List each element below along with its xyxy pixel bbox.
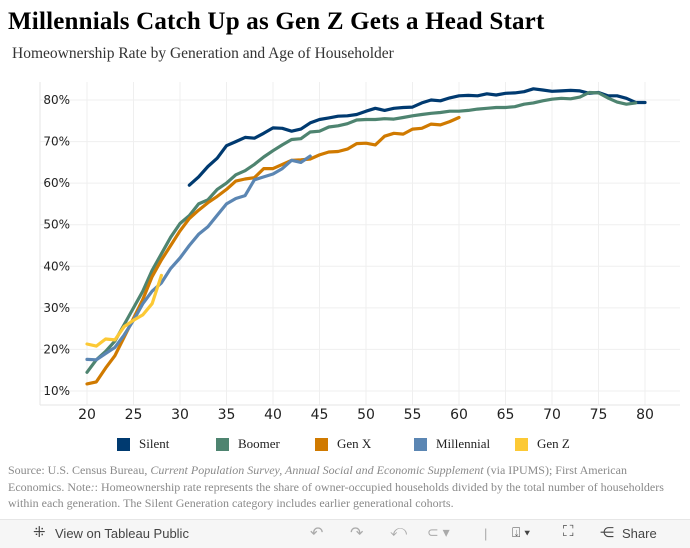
- revert-icon[interactable]: ⤺: [390, 523, 408, 540]
- y-tick-label: 80%: [43, 93, 70, 107]
- note-text: : Homeownership rate represents the shar…: [8, 479, 664, 511]
- note-italic: Current Population Survey, Annual Social…: [150, 463, 484, 477]
- x-tick-label: 65: [497, 407, 515, 423]
- legend-item-gen-x[interactable]: Gen X: [315, 436, 371, 452]
- legend-label: Gen Z: [537, 436, 570, 451]
- legend-label: Boomer: [238, 436, 280, 451]
- share-button[interactable]: Share: [622, 526, 657, 541]
- legend-label: Silent: [139, 436, 170, 451]
- legend-swatch: [315, 437, 328, 451]
- share-icon[interactable]: ⋲: [600, 524, 614, 540]
- x-tick-label: 25: [125, 407, 143, 423]
- y-tick-label: 50%: [43, 218, 70, 232]
- series-line-silent: [187, 87, 647, 187]
- x-tick-label: 50: [357, 407, 375, 423]
- legend-item-boomer[interactable]: Boomer: [216, 436, 280, 452]
- tableau-toolbar: ⁜ View on Tableau Public ↶ ↷ ⤺ ⊂ ▾ | ⍗ ▾…: [0, 519, 690, 548]
- y-tick-label: 70%: [43, 135, 70, 149]
- x-tick-label: 55: [404, 407, 422, 423]
- y-tick-label: 10%: [43, 384, 70, 398]
- y-tick-label: 60%: [43, 176, 70, 190]
- x-tick-label: 75: [590, 407, 608, 423]
- legend-swatch: [414, 437, 427, 451]
- chart-subtitle: Homeownership Rate by Generation and Age…: [12, 45, 394, 62]
- view-on-tableau-link[interactable]: View on Tableau Public: [55, 526, 189, 541]
- fullscreen-icon[interactable]: ⛶: [563, 523, 574, 540]
- legend-swatch: [117, 437, 130, 451]
- series-line-millennial: [85, 154, 312, 362]
- series-line-boomer: [85, 90, 638, 374]
- redo-icon[interactable]: ↷: [350, 525, 364, 542]
- y-axis: 10% 20% 30% 40% 50% 60% 70% 80%: [43, 93, 70, 398]
- note-colon: :: [90, 479, 95, 494]
- source-note: Source: U.S. Census Bureau, Current Popu…: [8, 462, 680, 512]
- y-tick-label: 40%: [43, 259, 70, 273]
- x-tick-label: 70: [543, 407, 561, 423]
- note-text: Source: U.S. Census Bureau,: [8, 463, 151, 477]
- legend-label: Millennial: [436, 436, 491, 451]
- legend-swatch: [216, 437, 229, 451]
- y-tick-label: 20%: [43, 342, 70, 356]
- legend-item-gen-z[interactable]: Gen Z: [515, 436, 570, 452]
- x-tick-label: 40: [264, 407, 282, 423]
- tableau-logo-icon: ⁜: [33, 524, 46, 541]
- legend: Silent Boomer Gen X Millennial Gen Z: [0, 436, 690, 456]
- grid: [39, 82, 680, 406]
- x-tick-label: 20: [78, 407, 96, 423]
- legend-label: Gen X: [337, 436, 372, 451]
- x-tick-label: 30: [171, 407, 189, 423]
- divider: |: [484, 526, 488, 541]
- legend-item-silent[interactable]: Silent: [117, 436, 169, 452]
- x-tick-label: 60: [450, 407, 468, 423]
- series-line-gen-z: [85, 273, 163, 348]
- legend-swatch: [515, 437, 528, 451]
- x-tick-label: 80: [636, 407, 654, 423]
- legend-item-millennial[interactable]: Millennial: [414, 436, 490, 452]
- chart-title: Millennials Catch Up as Gen Z Gets a Hea…: [8, 8, 545, 35]
- refresh-icon[interactable]: ⊂ ▾: [427, 524, 450, 540]
- series-line-gen-x: [85, 115, 461, 386]
- download-icon[interactable]: ⍗ ▾: [512, 524, 531, 540]
- note-text: (via IPUMS); First American Economics. N…: [8, 463, 627, 494]
- y-tick-label: 30%: [43, 301, 70, 315]
- x-axis: 20 25 30 35 40 45 50 55 60 65 70 75 80: [78, 407, 654, 423]
- x-tick-label: 45: [311, 407, 329, 423]
- line-chart: 10% 20% 30% 40% 50% 60% 70% 80% 20 25 30 35 40 45 50 5…: [39, 82, 680, 423]
- x-tick-label: 35: [218, 407, 236, 423]
- undo-icon[interactable]: ↶: [310, 525, 324, 542]
- series-lines: [85, 87, 647, 386]
